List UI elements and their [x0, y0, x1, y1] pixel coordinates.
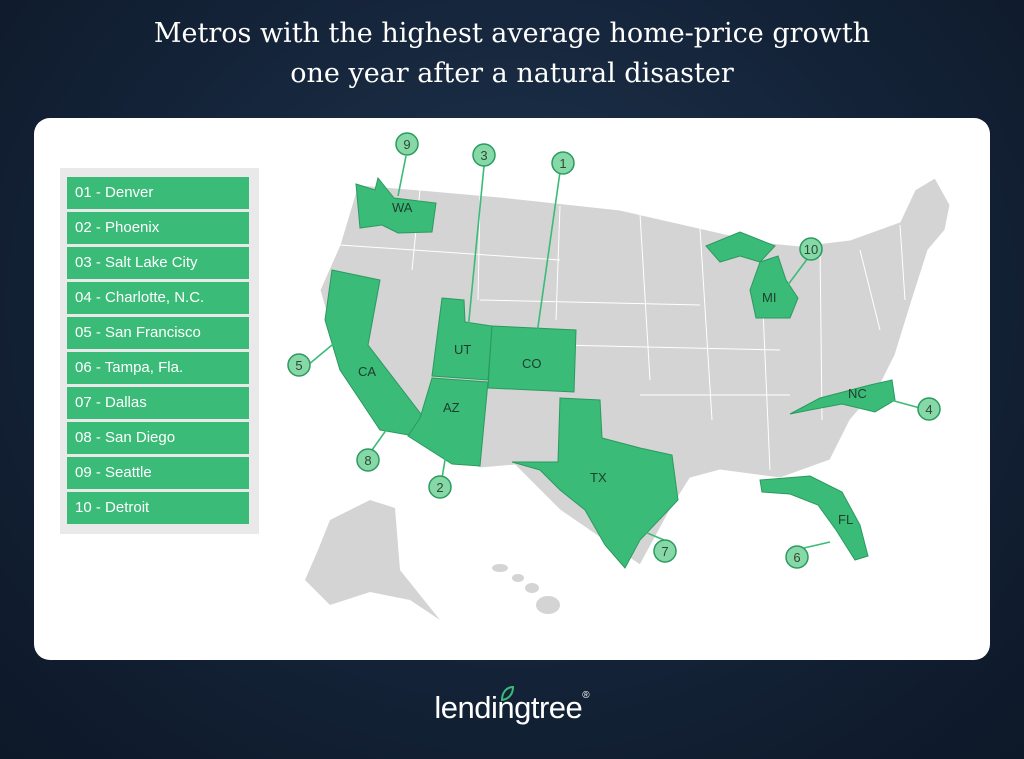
marker-7[interactable]: 7	[653, 539, 677, 563]
state-label-az: AZ	[443, 400, 460, 415]
state-fl[interactable]	[759, 475, 869, 561]
marker-10-number: 10	[804, 242, 818, 257]
logo-wordmark: lendingtree	[434, 690, 583, 725]
marker-10[interactable]: 10	[799, 237, 823, 261]
marker-9[interactable]: 9	[395, 132, 419, 156]
state-tx[interactable]	[511, 397, 679, 569]
state-label-tx: TX	[590, 470, 607, 485]
legend-item-7: 07 - Dallas	[67, 387, 249, 419]
state-label-co: CO	[522, 356, 542, 371]
marker-5[interactable]: 5	[287, 353, 311, 377]
metro-legend: 01 - Denver 02 - Phoenix 03 - Salt Lake …	[60, 168, 259, 534]
marker-2[interactable]: 2	[428, 475, 452, 499]
marker-9-number: 9	[403, 137, 410, 152]
marker-3-number: 3	[480, 148, 487, 163]
state-mi[interactable]	[705, 231, 799, 319]
leaf-icon	[500, 686, 514, 702]
state-wa[interactable]	[355, 176, 437, 234]
state-label-ca: CA	[358, 364, 376, 379]
state-co[interactable]	[487, 325, 577, 393]
state-hi	[492, 564, 560, 614]
marker-4[interactable]: 4	[917, 397, 941, 421]
marker-3[interactable]: 3	[472, 143, 496, 167]
legend-item-9: 09 - Seattle	[67, 457, 249, 489]
marker-8[interactable]: 8	[356, 448, 380, 472]
legend-item-3: 03 - Salt Lake City	[67, 247, 249, 279]
legend-item-6: 06 - Tampa, Fla.	[67, 352, 249, 384]
state-label-fl: FL	[838, 512, 853, 527]
marker-6-number: 6	[793, 550, 800, 565]
legend-item-2: 02 - Phoenix	[67, 212, 249, 244]
marker-5-number: 5	[295, 358, 302, 373]
state-az[interactable]	[407, 377, 489, 467]
state-ak	[305, 500, 440, 620]
title-line-2: one year after a natural disaster	[290, 58, 734, 89]
marker-4-number: 4	[925, 402, 932, 417]
leader-lines	[307, 155, 921, 549]
legend-item-1: 01 - Denver	[67, 177, 249, 209]
marker-1-number: 1	[559, 156, 566, 171]
lendingtree-logo: lendingtree®	[0, 686, 1024, 726]
legend-item-5: 05 - San Francisco	[67, 317, 249, 349]
marker-2-number: 2	[436, 480, 443, 495]
state-label-mi: MI	[762, 290, 776, 305]
map-title: Metros with the highest average home-pri…	[0, 14, 1024, 94]
legend-item-10: 10 - Detroit	[67, 492, 249, 524]
state-label-nc: NC	[848, 386, 867, 401]
marker-7-number: 7	[661, 544, 668, 559]
marker-6[interactable]: 6	[785, 545, 809, 569]
state-label-ut: UT	[454, 342, 471, 357]
state-nc[interactable]	[789, 379, 896, 415]
marker-1[interactable]: 1	[551, 151, 575, 175]
registered-mark: ®	[582, 690, 590, 701]
legend-item-4: 04 - Charlotte, N.C.	[67, 282, 249, 314]
marker-8-number: 8	[364, 453, 371, 468]
state-label-wa: WA	[392, 200, 413, 215]
title-line-1: Metros with the highest average home-pri…	[153, 18, 871, 49]
legend-item-8: 08 - San Diego	[67, 422, 249, 454]
